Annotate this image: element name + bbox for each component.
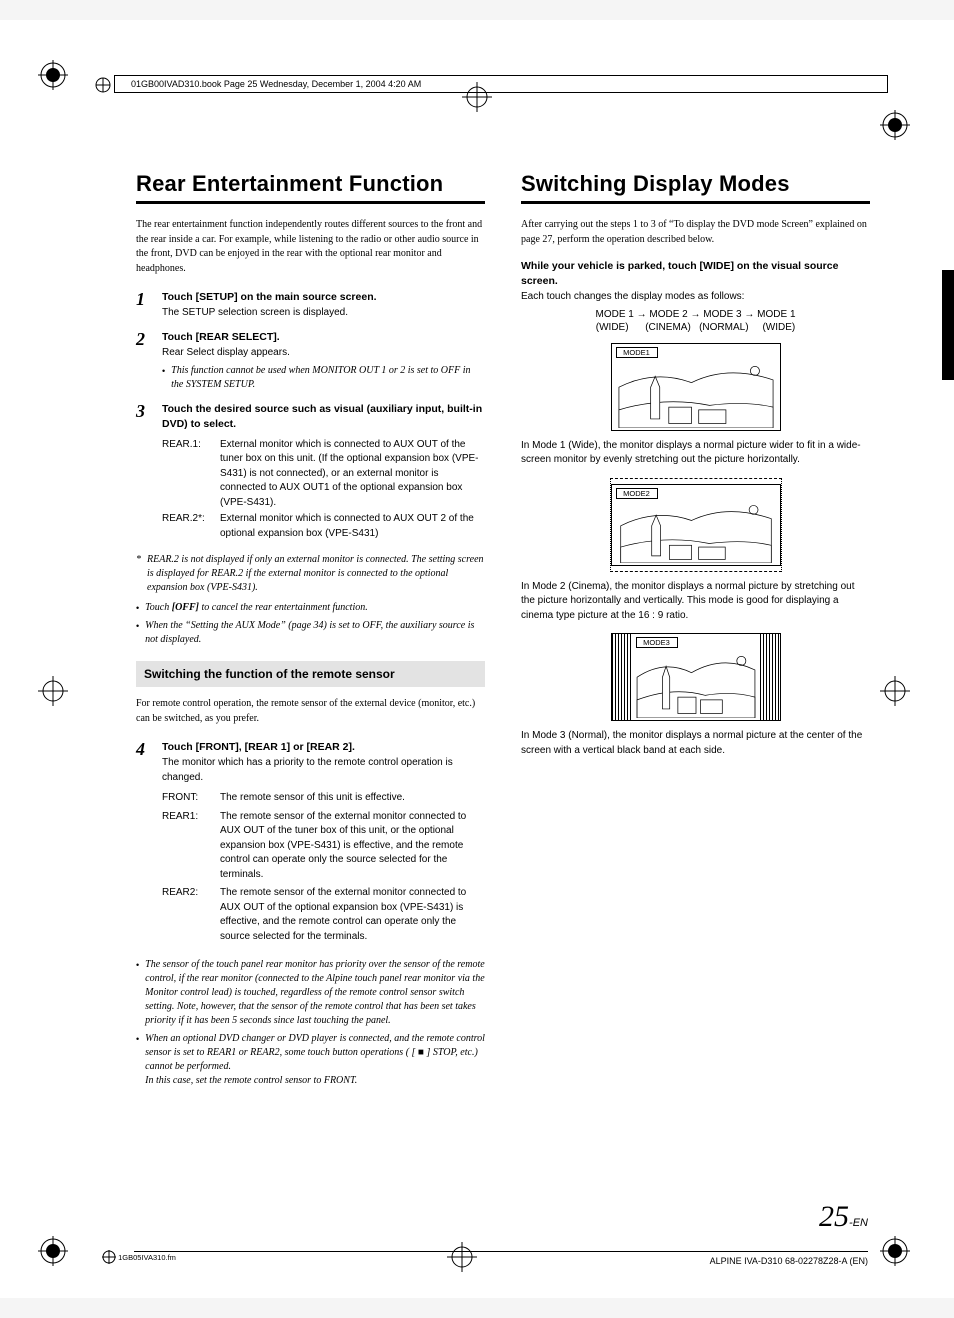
mode1-desc: In Mode 1 (Wide), the monitor displays a… xyxy=(521,439,870,468)
scene-illustration xyxy=(634,650,758,718)
mode3-desc: In Mode 3 (Normal), the monitor displays… xyxy=(521,729,870,758)
def-rear1: REAR1:The remote sensor of the external … xyxy=(162,810,485,883)
right-column: Switching Display Modes After carrying o… xyxy=(521,171,870,1088)
header-dot-icon xyxy=(95,77,111,95)
step-head: Touch [REAR SELECT]. xyxy=(162,330,485,345)
section-title: Rear Entertainment Function xyxy=(136,171,485,204)
crop-mark-icon xyxy=(38,1236,68,1266)
step-head: Touch the desired source such as visual … xyxy=(162,402,485,431)
section-title: Switching Display Modes xyxy=(521,171,870,204)
def-rear2: REAR.2*:External monitor which is connec… xyxy=(162,512,485,541)
step-head: Touch [SETUP] on the main source screen. xyxy=(162,290,485,305)
sub-intro: For remote control operation, the remote… xyxy=(136,697,485,726)
note: •When the “Setting the AUX Mode” (page 3… xyxy=(136,619,485,647)
subsection-title: Switching the function of the remote sen… xyxy=(136,661,485,687)
instruction: While your vehicle is parked, touch [WID… xyxy=(521,259,870,288)
def-front: FRONT:The remote sensor of this unit is … xyxy=(162,791,485,806)
side-tab xyxy=(942,270,954,380)
crop-mark-icon xyxy=(38,676,68,706)
mode3-figure: MODE3 xyxy=(521,633,870,721)
scene-illustration xyxy=(614,360,778,428)
step-sub: The monitor which has a priority to the … xyxy=(162,756,485,785)
mode-labels: (WIDE) (CINEMA) (NORMAL) (WIDE) xyxy=(521,322,870,333)
sub-text: Each touch changes the display modes as … xyxy=(521,290,870,305)
note: •Touch [OFF] to cancel the rear entertai… xyxy=(136,601,485,615)
mode2-desc: In Mode 2 (Cinema), the monitor displays… xyxy=(521,580,870,624)
crop-mark-icon xyxy=(447,1242,477,1272)
footer-right: ALPINE IVA-D310 68-02278Z28-A (EN) xyxy=(710,1256,868,1266)
mode-label: MODE1 xyxy=(616,347,658,358)
def-rear1: REAR.1:External monitor which is connect… xyxy=(162,438,485,511)
note: •The sensor of the touch panel rear moni… xyxy=(136,958,485,1028)
crop-mark-icon xyxy=(38,60,68,90)
step-3: 3 Touch the desired source such as visua… xyxy=(136,402,485,543)
step-sub: Rear Select display appears. xyxy=(162,346,485,361)
intro-text: The rear entertainment function independ… xyxy=(136,218,485,276)
intro-text: After carrying out the steps 1 to 3 of “… xyxy=(521,218,870,247)
note: •This function cannot be used when MONIT… xyxy=(162,364,485,392)
step-sub: The SETUP selection screen is displayed. xyxy=(162,306,485,321)
step-number: 1 xyxy=(136,290,152,320)
crop-mark-icon xyxy=(880,110,910,140)
step-number: 2 xyxy=(136,330,152,392)
note: •When an optional DVD changer or DVD pla… xyxy=(136,1032,485,1088)
step-head: Touch [FRONT], [REAR 1] or [REAR 2]. xyxy=(162,740,485,755)
step-2: 2 Touch [REAR SELECT]. Rear Select displ… xyxy=(136,330,485,392)
mode-sequence: MODE 1 → MODE 2 → MODE 3 → MODE 1 xyxy=(521,309,870,320)
left-column: Rear Entertainment Function The rear ent… xyxy=(136,171,485,1088)
header-text: 01GB00IVAD310.book Page 25 Wednesday, De… xyxy=(131,79,421,89)
star-note: *REAR.2 is not displayed if only an exte… xyxy=(136,553,485,595)
crop-mark-icon xyxy=(880,676,910,706)
mode1-figure: MODE1 xyxy=(521,343,870,431)
footer-rule xyxy=(134,1251,868,1252)
step-number: 3 xyxy=(136,402,152,543)
scene-illustration xyxy=(614,501,778,563)
def-rear2: REAR2:The remote sensor of the external … xyxy=(162,886,485,944)
page-number: 25-EN xyxy=(819,1200,868,1234)
mode-label: MODE2 xyxy=(616,488,658,499)
mode-label: MODE3 xyxy=(636,637,678,648)
step-number: 4 xyxy=(136,740,152,948)
step-1: 1 Touch [SETUP] on the main source scree… xyxy=(136,290,485,320)
mode2-figure: MODE2 xyxy=(521,478,870,572)
footer-left: 1GB05IVA310.fm xyxy=(102,1250,176,1266)
header-bar: 01GB00IVAD310.book Page 25 Wednesday, De… xyxy=(114,75,888,93)
page: 01GB00IVAD310.book Page 25 Wednesday, De… xyxy=(0,20,954,1298)
step-4: 4 Touch [FRONT], [REAR 1] or [REAR 2]. T… xyxy=(136,740,485,948)
crop-mark-icon xyxy=(880,1236,910,1266)
